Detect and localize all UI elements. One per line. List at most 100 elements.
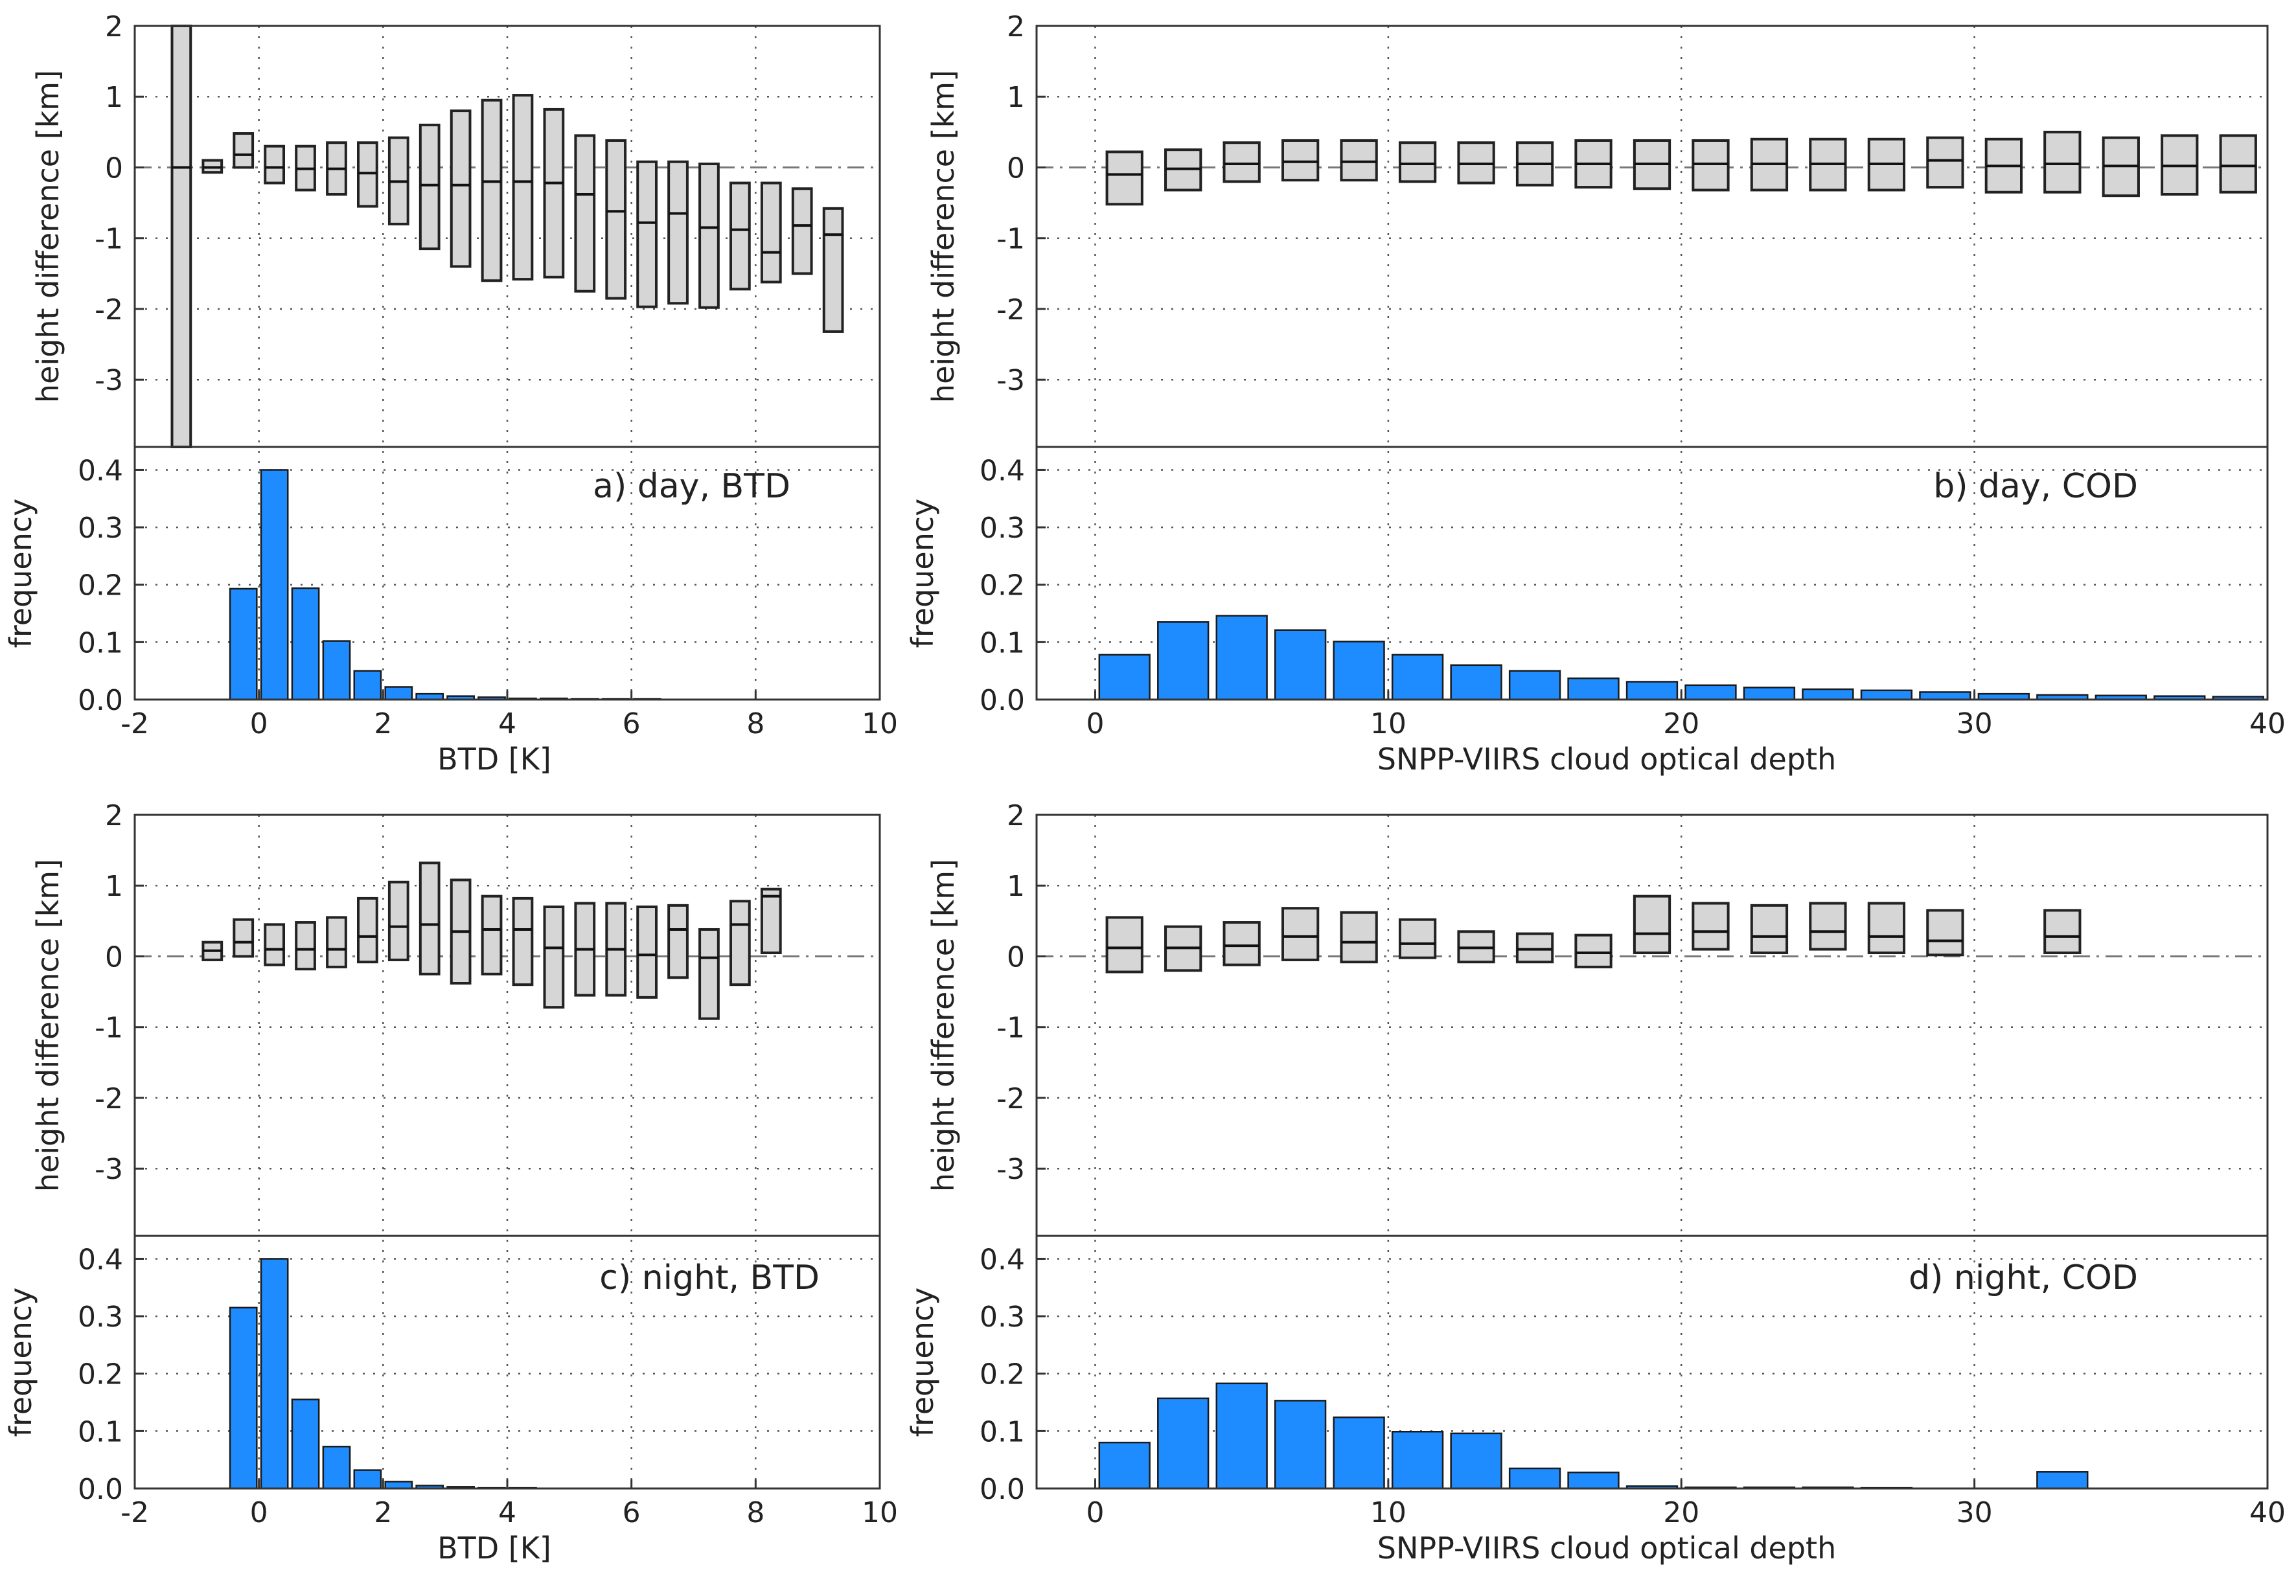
box-y-tick-label: 0 — [1007, 152, 1025, 185]
histogram-bar — [1274, 629, 1327, 701]
box-plot-box — [667, 904, 689, 979]
hist-y-tick-label: 0.4 — [980, 1243, 1025, 1276]
x-tick-label: 20 — [1663, 707, 1699, 740]
hist-y-axis-label: frequency — [905, 1288, 940, 1437]
box-plot-box — [264, 144, 285, 185]
hist-y-tick-label: 0.2 — [980, 569, 1025, 602]
histogram-bar — [291, 1398, 320, 1490]
box-plot-box — [1281, 907, 1320, 961]
histogram-bar — [291, 587, 320, 701]
box-plot-box — [1633, 895, 1671, 955]
box-y-tick-label: 1 — [1007, 870, 1025, 903]
panel-a: -2 0 2 4 6 8 10 -3 -2 -1 0 1 2 0.0 0.1 0.2 0.3 0.4 BTD [K]… — [3, 10, 898, 777]
panel-b: 0 10 20 30 40 -3 -2 -1 0 1 2 0.0 0.1 0.2 0.3 0.4 SNPP-VI… — [905, 10, 2286, 777]
box-y-tick-label: 2 — [105, 799, 123, 832]
x-tick-label: 20 — [1663, 1496, 1699, 1529]
histogram-frame — [1035, 446, 2269, 701]
box-plot-box — [295, 921, 316, 971]
x-tick-label: 10 — [862, 1496, 898, 1529]
box-plot-box — [170, 25, 192, 448]
box-plot-box — [1926, 909, 1964, 957]
x-tick-label: 10 — [1370, 707, 1406, 740]
panel-c: -2 0 2 4 6 8 10 -3 -2 -1 0 1 2 0.0 0.1 0.2 0.3 0.4 BTD [K]… — [3, 799, 898, 1566]
hist-y-tick-label: 0.2 — [980, 1358, 1025, 1391]
histogram-bar — [322, 640, 351, 701]
box-plot-box — [729, 900, 751, 986]
histogram-bar — [1391, 1431, 1444, 1490]
box-y-tick-label: 0 — [1007, 940, 1025, 974]
box-y-axis-label: height difference [km] — [926, 70, 961, 403]
panel-label: a) day, BTD — [593, 467, 790, 506]
histogram-bar — [229, 1306, 258, 1490]
box-plot-box — [1926, 136, 1964, 189]
x-tick-label: -2 — [121, 707, 149, 740]
x-tick-label: 2 — [374, 707, 392, 740]
box-plot-box — [512, 94, 534, 281]
x-tick-label: 10 — [862, 707, 898, 740]
panel-label: c) night, BTD — [599, 1259, 820, 1297]
hist-y-tick-label: 0.1 — [78, 1415, 123, 1448]
x-tick-label: 30 — [1957, 707, 1993, 740]
box-plot-box — [419, 123, 441, 251]
box-y-tick-label: 0 — [105, 940, 123, 974]
box-plot-box — [1809, 902, 1847, 951]
histogram-bar — [1567, 1471, 1620, 1490]
x-tick-label: 4 — [498, 1496, 516, 1529]
box-plot-box — [387, 880, 409, 961]
histogram-bar — [1333, 1416, 1385, 1490]
box-plot-box — [2219, 134, 2257, 194]
histogram-bar — [1684, 684, 1737, 701]
box-y-tick-label: 0 — [105, 152, 123, 185]
box-plot-box — [481, 895, 503, 975]
hist-y-tick-label: 0.3 — [980, 512, 1025, 545]
box-y-tick-label: 2 — [105, 10, 123, 43]
histogram-bar — [353, 670, 382, 701]
histogram-bar — [1333, 641, 1385, 701]
hist-y-tick-label: 0.2 — [78, 569, 123, 602]
x-tick-label: 10 — [1370, 1496, 1406, 1529]
box-y-tick-label: -1 — [95, 223, 123, 256]
box-plot-box — [1692, 139, 1730, 192]
hist-y-tick-label: 0.1 — [980, 626, 1025, 659]
box-y-tick-label: -3 — [996, 1153, 1025, 1186]
box-plot-box — [1867, 902, 1906, 955]
x-tick-label: 8 — [746, 707, 764, 740]
histogram-bar — [1919, 691, 1971, 701]
panel-label: b) day, COD — [1933, 467, 2138, 506]
histogram-bar — [1743, 687, 1796, 701]
box-plot-box — [636, 906, 658, 999]
hist-y-axis-label: frequency — [3, 1288, 38, 1437]
box-plot-box — [574, 134, 596, 293]
x-tick-label: 0 — [1086, 1496, 1104, 1529]
x-tick-label: 8 — [746, 1496, 764, 1529]
box-y-tick-label: 1 — [105, 870, 123, 903]
box-plot-box — [512, 896, 534, 986]
box-plot-box — [357, 141, 378, 208]
box-y-tick-label: -3 — [95, 1153, 123, 1186]
hist-y-tick-label: 0.1 — [78, 626, 123, 659]
box-y-tick-label: -2 — [95, 1082, 123, 1115]
histogram-bar — [1391, 654, 1444, 701]
box-plot-box — [1223, 921, 1261, 966]
hist-y-tick-label: 0.1 — [980, 1415, 1025, 1448]
box-plot-box — [1340, 911, 1378, 964]
histogram-bar — [1450, 1432, 1502, 1490]
x-tick-label: 4 — [498, 707, 516, 740]
histogram-bar — [353, 1469, 382, 1490]
histogram-bar — [1215, 615, 1268, 701]
histogram-bar — [384, 1481, 413, 1490]
x-tick-label: 40 — [2249, 1496, 2286, 1529]
hist-y-tick-label: 0.0 — [980, 1473, 1025, 1506]
box-y-tick-label: 1 — [105, 81, 123, 114]
box-y-tick-label: 1 — [1007, 81, 1025, 114]
histogram-bar — [384, 686, 413, 701]
histogram-bar — [1508, 670, 1561, 701]
box-plot-box — [636, 160, 658, 308]
histogram-bar — [260, 469, 289, 701]
histogram-bar — [1274, 1400, 1327, 1490]
histogram-bar — [229, 587, 258, 701]
box-plot-box — [1692, 902, 1730, 951]
box-plot-box — [1515, 932, 1554, 964]
hist-y-tick-label: 0.2 — [78, 1358, 123, 1391]
